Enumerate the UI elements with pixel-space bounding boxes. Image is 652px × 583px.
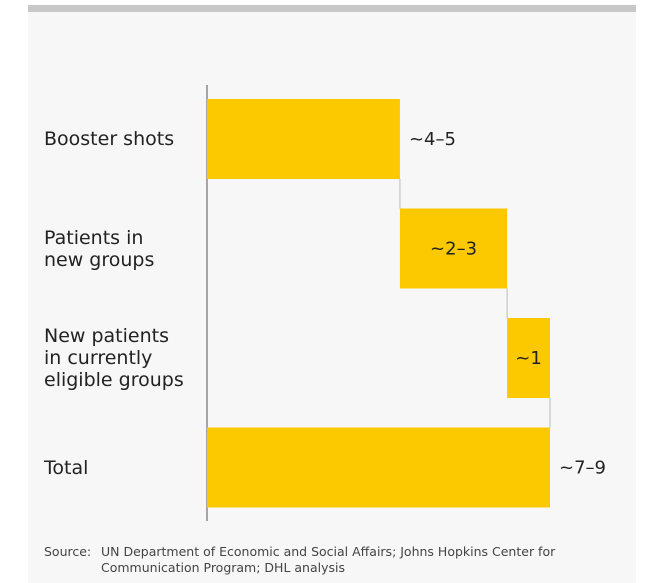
top-bar: [28, 5, 636, 12]
bar: [207, 427, 550, 508]
source: Source: UN Department of Economic and So…: [44, 544, 621, 576]
value-label: ~1: [515, 348, 542, 369]
bar: [399, 208, 508, 289]
category-label: Total: [44, 456, 89, 479]
source-text: UN Department of Economic and Social Aff…: [101, 544, 556, 575]
category-label: New patients in currently eligible group…: [44, 325, 184, 391]
value-label: ~2–3: [430, 239, 477, 260]
value-label: ~7–9: [559, 458, 606, 479]
category-label: Booster shots: [44, 128, 175, 150]
value-label: ~4–5: [409, 129, 456, 150]
category-label: Patients in new groups: [44, 226, 155, 271]
bar: [507, 318, 550, 398]
source-label: Source:: [44, 544, 92, 559]
bar: [207, 99, 400, 179]
